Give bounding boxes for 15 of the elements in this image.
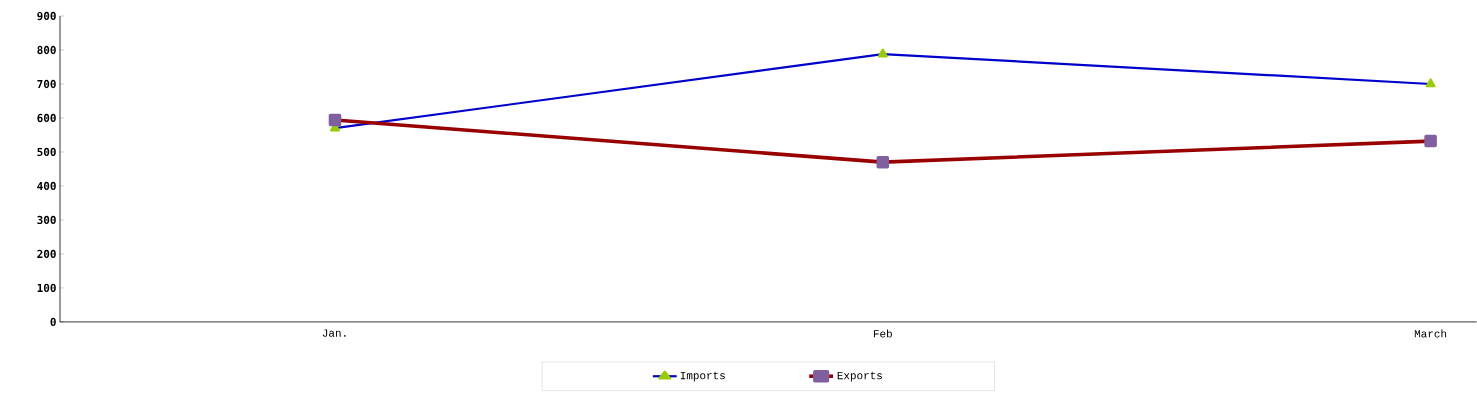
legend-label: Exports	[837, 371, 882, 382]
x-tick-label: Feb	[873, 329, 892, 338]
y-tick-label: 700	[37, 79, 56, 89]
y-tick-label: 900	[37, 11, 56, 21]
x-tick-label: March	[1414, 329, 1447, 338]
y-tick-label: 100	[37, 283, 56, 293]
legend-label: Imports	[680, 371, 725, 382]
y-tick-label: 200	[37, 249, 56, 259]
y-tick-label: 800	[37, 45, 56, 55]
y-tick-label: 300	[37, 215, 56, 225]
y-tick-label: 400	[37, 181, 56, 191]
x-tick-label: Jan.	[322, 329, 346, 337]
y-tick-label: 600	[37, 113, 56, 123]
y-tick-label: 0	[50, 317, 56, 327]
y-tick-label: 500	[37, 147, 56, 157]
